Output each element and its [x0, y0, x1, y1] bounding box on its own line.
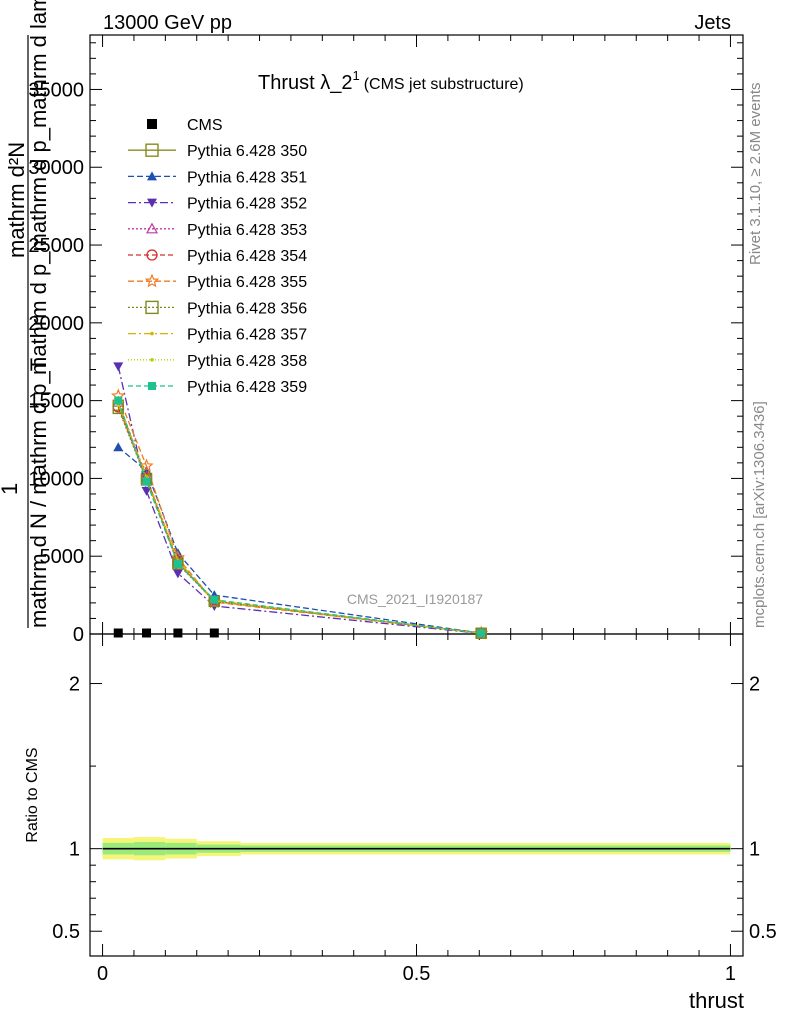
ratio-ytick-label-right: 0.5	[749, 921, 777, 943]
series-point	[113, 362, 124, 372]
series-point	[173, 559, 182, 568]
ratio-ytick-label-right: 1	[749, 839, 760, 861]
legend-marker	[144, 273, 160, 288]
axis-ticks: 0 5000 10000 15000 20000 25000 30000 35000 0 0.5 1…	[28, 35, 777, 985]
legend-marker	[147, 198, 157, 208]
cms-point	[113, 628, 123, 638]
legend-entry-2: Pythia 6.428 351	[128, 169, 307, 186]
series-point	[113, 442, 124, 452]
series-line	[117, 400, 482, 634]
legend-label: Pythia 6.428 355	[187, 274, 307, 291]
series-point	[141, 486, 152, 496]
legend-entry-3: Pythia 6.428 352	[128, 196, 307, 213]
legend-marker	[145, 300, 159, 315]
x-axis-label: thrust	[689, 988, 744, 1013]
legend-entry-8: Pythia 6.428 357	[128, 327, 307, 344]
legend-label: Pythia 6.428 357	[187, 327, 307, 344]
legend-label: Pythia 6.428 353	[187, 222, 307, 239]
legend-marker	[148, 382, 156, 390]
main-ytick-label: 5000	[40, 546, 85, 568]
legend-label: Pythia 6.428 356	[187, 300, 307, 317]
legend-label: Pythia 6.428 358	[187, 353, 307, 370]
legend-entry-6: Pythia 6.428 355	[128, 273, 307, 291]
main-ytick-label: 25000	[28, 235, 84, 257]
series-point	[142, 477, 151, 486]
series-point	[114, 396, 123, 405]
ratio-ytick-label: 2	[69, 674, 80, 696]
ylabel-line-4: mathrm d N / mathrm d p_T	[26, 358, 51, 628]
legend-marker	[147, 171, 157, 181]
main-ytick-label: 15000	[28, 391, 84, 413]
legend-entry-1: Pythia 6.428 350	[128, 143, 307, 160]
header-right: Jets	[694, 12, 731, 34]
series-point	[210, 595, 219, 604]
mcplots-label: mcplots.cern.ch [arXiv:1306.3436]	[751, 401, 768, 628]
legend-label: Pythia 6.428 351	[187, 169, 307, 186]
legend-cms-marker	[147, 119, 157, 129]
ratio-ytick-label: 0.5	[52, 921, 80, 943]
legend-marker	[150, 358, 154, 362]
legend-marker	[150, 331, 154, 336]
series-10	[114, 396, 486, 638]
series-line	[117, 446, 482, 634]
cms-data	[113, 628, 219, 638]
legend-marker	[145, 143, 159, 157]
series-point	[172, 558, 184, 570]
legend-entry-7: Pythia 6.428 356	[128, 300, 307, 317]
xtick-label: 0.5	[403, 963, 431, 985]
ylabel-line-2: mathrm d p_mathrm d p_mathrm d lambda	[26, 0, 51, 375]
ratio-ylabel: Ratio to CMS	[24, 747, 41, 842]
cms-point	[142, 628, 152, 638]
legend-cms-label: CMS	[187, 117, 223, 134]
main-ylabel: mathrm d²N mathrm d p_mathrm d p_mathrm …	[0, 0, 51, 628]
legend-entry-4: Pythia 6.428 353	[128, 222, 307, 239]
watermark: CMS_2021_I1920187	[347, 591, 483, 607]
main-ytick-label: 0	[73, 624, 84, 646]
cms-point	[173, 628, 183, 638]
legend-label: Pythia 6.428 359	[187, 379, 307, 396]
ylabel-line-3: 1	[0, 483, 22, 495]
legend-label: Pythia 6.428 352	[187, 196, 307, 213]
series-point	[477, 629, 486, 638]
ratio-ytick-label-right: 2	[749, 674, 760, 696]
main-ytick-label: 30000	[28, 157, 84, 179]
ratio-panel-frame	[89, 633, 744, 957]
ratio-ytick-label: 1	[69, 839, 80, 861]
legend-label: Pythia 6.428 350	[187, 143, 307, 160]
main-ytick-label: 20000	[28, 313, 84, 335]
plot-title: Thrust λ_21 (CMS jet substructure)	[258, 68, 524, 94]
legend-entry-9: Pythia 6.428 358	[128, 353, 307, 370]
series-point	[172, 569, 183, 579]
legend: CMS Pythia 6.428 350 Pythia 6.428 351 Pythi…	[128, 117, 307, 396]
legend-entry-cms: CMS	[147, 117, 223, 134]
plot-title-sub: (CMS jet substructure)	[364, 76, 524, 93]
xtick-label: 0	[97, 963, 108, 985]
xtick-label: 1	[725, 963, 736, 985]
header-left: 13000 GeV pp	[103, 12, 232, 34]
rivet-label: Rivet 3.1.10, ≥ 2.6M events	[747, 83, 764, 266]
plot-title-sup: 1	[352, 68, 359, 83]
cms-point	[209, 628, 219, 638]
ratio-band	[102, 837, 731, 861]
legend-marker	[145, 222, 159, 234]
mc-series	[110, 362, 489, 640]
legend-entry-5: Pythia 6.428 354	[128, 248, 307, 265]
plot-title-main: Thrust λ_2	[258, 72, 352, 94]
main-ytick-label: 10000	[28, 468, 84, 490]
main-ytick-label: 35000	[28, 79, 84, 101]
legend-marker	[146, 249, 158, 261]
ylabel-line-1: mathrm d²N	[4, 142, 29, 258]
legend-entry-10: Pythia 6.428 359	[128, 379, 307, 396]
legend-label: Pythia 6.428 354	[187, 248, 307, 265]
